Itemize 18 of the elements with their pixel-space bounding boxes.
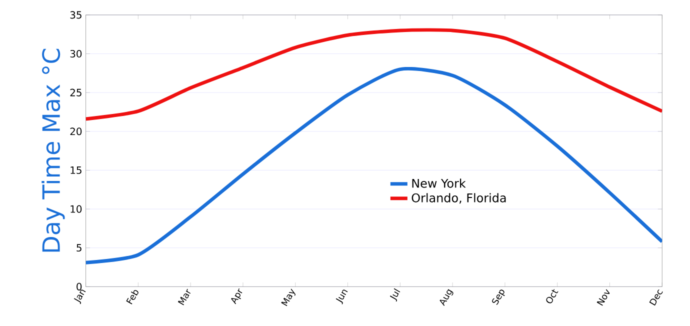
x-tick-label: Feb	[126, 290, 138, 305]
x-tick-label: Jan	[74, 290, 86, 304]
x-tick-label: Oct	[546, 289, 558, 304]
legend-label: New York	[412, 178, 466, 188]
y-tick-label: 30	[70, 50, 82, 58]
x-tick-label: Jul	[390, 288, 400, 302]
y-tick-label: 15	[70, 166, 82, 174]
y-tick-label: 25	[70, 89, 82, 97]
y-tick-label: 10	[70, 206, 82, 214]
y-axis-title: Day Time Max °C	[42, 49, 65, 252]
y-tick-label: 35	[70, 11, 82, 19]
y-tick-label: 0	[76, 283, 82, 291]
y-tick-label: 20	[70, 128, 82, 136]
line-series	[86, 67, 662, 265]
legend-label: Orlando, Florida	[412, 193, 506, 204]
y-tick-label: 5	[76, 244, 82, 252]
line-series	[86, 28, 662, 121]
x-tick-label: Jun	[336, 290, 348, 305]
